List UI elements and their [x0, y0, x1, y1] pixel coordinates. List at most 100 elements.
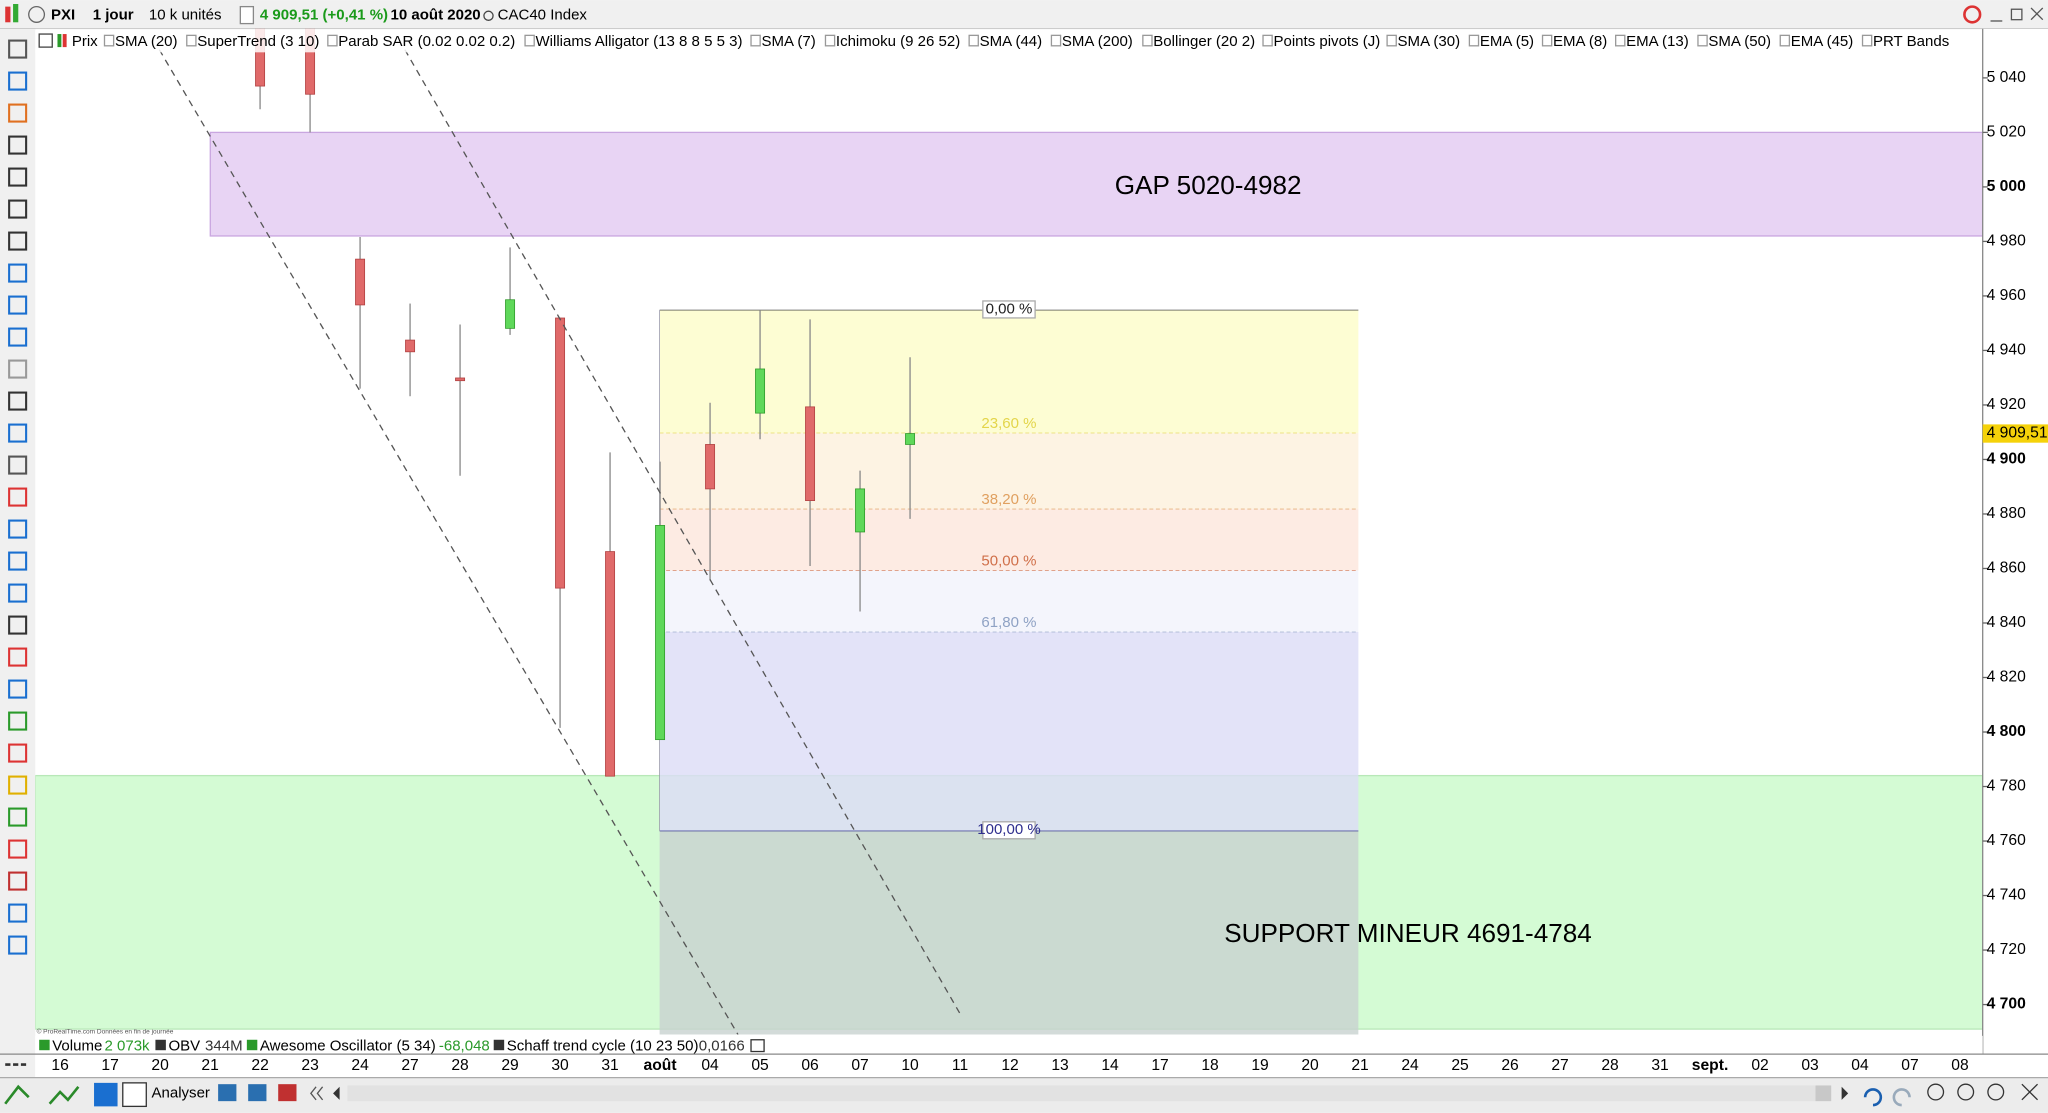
indicator-label[interactable]: PRT Bands — [1873, 33, 1949, 50]
tool-icon[interactable] — [8, 423, 28, 443]
indicator-label[interactable]: SMA (50) — [1708, 33, 1771, 50]
indicator-checkbox[interactable] — [186, 34, 197, 47]
tool-icon[interactable] — [8, 231, 28, 251]
restore[interactable] — [2010, 8, 2023, 21]
tool-icon[interactable] — [8, 103, 28, 123]
indicator-label[interactable]: SMA (20) — [115, 33, 178, 50]
tool-icon[interactable] — [8, 391, 28, 411]
tool-icon[interactable] — [8, 167, 28, 187]
indicator-checkbox[interactable] — [1697, 34, 1708, 47]
indicator-label[interactable]: EMA (8) — [1553, 33, 1607, 50]
indicator-label[interactable]: Ichimoku (9 26 52) — [836, 33, 960, 50]
indicator-checkbox[interactable] — [1050, 34, 1062, 47]
tool-icon[interactable] — [8, 71, 28, 91]
indicator-label[interactable]: Parab SAR (0.02 0.02 0.2) — [338, 33, 515, 50]
scrollbar[interactable] — [347, 1085, 1832, 1102]
chart-type[interactable] — [48, 1085, 80, 1105]
panel-toggle[interactable] — [750, 1039, 765, 1053]
tool-icon[interactable] — [8, 903, 28, 923]
undo[interactable] — [1863, 1088, 1883, 1107]
indicator-label[interactable]: SMA (200) — [1062, 33, 1133, 50]
tool-icon[interactable] — [8, 839, 28, 859]
trend-line[interactable] — [404, 49, 961, 1014]
indicator-checkbox[interactable] — [1615, 34, 1626, 47]
tool-icon[interactable] — [8, 487, 28, 507]
zoom-out[interactable] — [1957, 1083, 1975, 1101]
tool-icon[interactable] — [8, 135, 28, 155]
refresh[interactable] — [1963, 5, 1982, 24]
tool-icon[interactable] — [218, 1084, 237, 1102]
indicator-label[interactable]: EMA (45) — [1791, 33, 1854, 50]
indicator-checkbox[interactable] — [1468, 34, 1480, 47]
share[interactable] — [94, 1082, 118, 1107]
period[interactable]: 1 jour — [93, 7, 134, 24]
indicator-checkbox[interactable] — [1386, 34, 1397, 47]
tool-icon[interactable] — [8, 871, 28, 891]
zoom-in[interactable] — [1987, 1083, 2005, 1101]
tool-icon[interactable] — [8, 807, 28, 827]
units[interactable]: 10 k unités — [149, 7, 222, 24]
indicator-checkbox[interactable] — [103, 34, 115, 47]
indicator-label[interactable]: EMA (5) — [1480, 33, 1534, 50]
indicator-checkbox[interactable] — [524, 34, 535, 47]
indicator-label[interactable]: Williams Alligator (13 8 8 5 5 3) — [536, 33, 743, 50]
x-tick-label: 10 — [901, 1057, 919, 1074]
indicator-label[interactable]: EMA (13) — [1626, 33, 1689, 50]
tool-icon[interactable] — [278, 1084, 297, 1102]
tool-icon[interactable] — [8, 775, 28, 795]
scroll-thumb[interactable] — [1815, 1085, 1832, 1102]
icon[interactable] — [28, 5, 46, 23]
layout[interactable] — [122, 1082, 147, 1108]
tool-icon[interactable] — [8, 935, 28, 955]
indicator-label[interactable]: SMA (7) — [761, 33, 815, 50]
tool-icon[interactable] — [8, 39, 28, 59]
redo[interactable] — [1892, 1088, 1911, 1107]
tool-icon[interactable] — [8, 295, 28, 315]
indicator-checkbox[interactable] — [1262, 34, 1273, 47]
indicator-checkbox[interactable] — [750, 34, 761, 47]
indicator-name[interactable]: OBV — [168, 1037, 200, 1054]
scroll-left[interactable] — [310, 1086, 324, 1101]
indicator-label[interactable]: Points pivots (J) — [1273, 33, 1380, 50]
indicator-checkbox[interactable] — [824, 34, 836, 47]
tool-icon[interactable] — [8, 647, 28, 667]
indicator-name[interactable]: Schaff trend cycle (10 23 50) — [507, 1037, 699, 1054]
tool-icon[interactable] — [8, 519, 28, 539]
indicator-checkbox[interactable] — [1142, 34, 1153, 47]
indicator-checkbox[interactable] — [327, 34, 338, 47]
tool-icon[interactable] — [8, 679, 28, 699]
tool-icon[interactable] — [8, 199, 28, 219]
indicator-checkbox[interactable] — [1541, 34, 1553, 47]
close[interactable] — [2030, 7, 2044, 21]
tool-icon[interactable] — [8, 615, 28, 635]
indicator-label[interactable]: SMA (30) — [1398, 33, 1461, 50]
info-button[interactable] — [239, 5, 255, 25]
symbol[interactable]: PXI — [51, 7, 75, 24]
indicator-name[interactable]: Volume — [52, 1037, 102, 1054]
trend-line[interactable] — [158, 49, 739, 1035]
tool-icon[interactable] — [248, 1084, 267, 1102]
tool-icon[interactable] — [8, 263, 28, 283]
indicator-label[interactable]: Prix — [72, 33, 98, 50]
indicator-label[interactable]: Bollinger (20 2) — [1153, 33, 1255, 50]
close-chart[interactable] — [2021, 1083, 2039, 1101]
indicator-checkbox[interactable] — [1779, 34, 1791, 47]
tool-icon[interactable] — [8, 583, 28, 603]
indicator-toggle[interactable] — [38, 33, 53, 48]
indicator-label[interactable]: SMA (44) — [980, 33, 1043, 50]
tool-icon[interactable] — [8, 711, 28, 731]
scroll-end[interactable] — [1841, 1086, 1849, 1100]
scroll-start[interactable] — [333, 1086, 340, 1100]
tool-icon[interactable] — [8, 743, 28, 763]
tool-icon[interactable] — [8, 327, 28, 347]
draw-tool[interactable] — [4, 1084, 30, 1105]
indicator-checkbox[interactable] — [1861, 34, 1873, 47]
indicator-checkbox[interactable] — [968, 34, 979, 47]
indicator-label[interactable]: SuperTrend (3 10) — [197, 33, 319, 50]
tool-icon[interactable] — [8, 359, 28, 379]
analyze-button[interactable]: Analyser — [152, 1084, 210, 1101]
tool-icon[interactable] — [8, 551, 28, 571]
zoom-fit[interactable] — [1927, 1083, 1945, 1101]
indicator-name[interactable]: Awesome Oscillator (5 34) — [260, 1037, 436, 1054]
tool-icon[interactable] — [8, 455, 28, 475]
